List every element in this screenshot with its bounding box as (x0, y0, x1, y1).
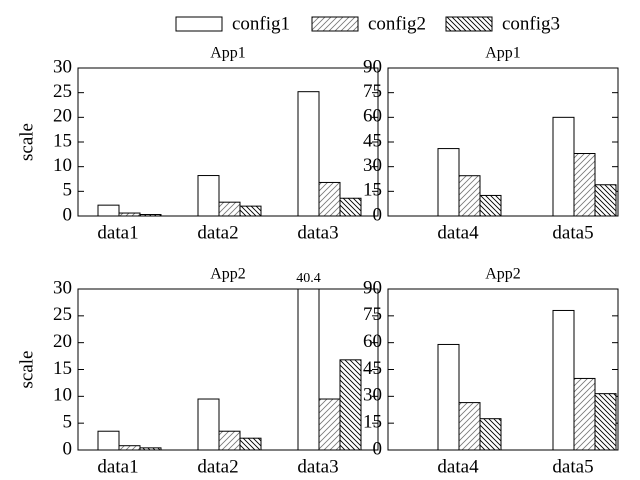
y-tick-label: 15 (363, 180, 382, 201)
chart-title: App1 (485, 45, 521, 62)
bar (479, 194, 502, 216)
y-tick-label: 0 (63, 204, 73, 225)
legend-swatch (311, 16, 359, 32)
bar (594, 184, 617, 216)
y-tick-label: 30 (363, 155, 382, 176)
plot-frame (387, 67, 619, 217)
bar (573, 153, 596, 216)
y-tick-label: 0 (373, 204, 383, 225)
bar (239, 205, 262, 216)
bar (218, 430, 241, 450)
bar (218, 201, 241, 216)
bar (437, 343, 460, 450)
y-tick-label: 15 (53, 130, 72, 151)
bar (197, 398, 220, 450)
y-tick-label: 5 (63, 180, 73, 201)
y-tick-label: 5 (63, 412, 73, 433)
y-tick-label: 15 (363, 412, 382, 433)
y-tick-label: 30 (363, 385, 382, 406)
y-tick-label: 75 (363, 81, 382, 102)
plot-frame (77, 288, 379, 451)
x-tick-label: data1 (97, 456, 138, 477)
y-tick-label: 25 (53, 81, 72, 102)
bar (339, 359, 362, 450)
y-tick-label: 60 (363, 331, 382, 352)
y-tick-label: 25 (53, 304, 72, 325)
legend-label: config3 (502, 13, 560, 34)
y-tick-label: 20 (53, 106, 72, 127)
chart-title: App2 (485, 266, 521, 283)
bar (118, 445, 141, 450)
x-tick-label: data3 (297, 222, 338, 243)
bar (458, 175, 481, 216)
bar (594, 393, 617, 450)
y-tick-label: 60 (363, 106, 382, 127)
plot-frame (387, 288, 619, 451)
y-tick-label: 15 (53, 358, 72, 379)
bar (239, 437, 262, 450)
y-tick-label: 90 (363, 277, 382, 298)
x-tick-label: data4 (437, 456, 479, 477)
bar (297, 289, 320, 450)
bar (437, 148, 460, 216)
legend-swatch (175, 16, 223, 32)
bar (318, 181, 341, 216)
y-tick-label: 20 (53, 331, 72, 352)
bar (197, 175, 220, 216)
bar (318, 398, 341, 450)
chart-title: App1 (210, 45, 246, 62)
legend-label: config1 (232, 13, 290, 34)
bar (97, 430, 120, 450)
y-tick-label: 90 (363, 56, 382, 77)
y-tick-label: 45 (363, 358, 382, 379)
bar (297, 91, 320, 216)
bar (97, 204, 120, 216)
y-tick-label: 45 (363, 130, 382, 151)
x-tick-label: data2 (197, 456, 238, 477)
x-tick-label: data1 (97, 222, 138, 243)
legend-swatch (445, 16, 493, 32)
x-tick-label: data3 (297, 456, 338, 477)
y-tick-label: 0 (373, 438, 383, 459)
chart-title: App2 (210, 266, 246, 283)
bar (479, 418, 502, 450)
y-tick-label: 30 (53, 56, 72, 77)
y-tick-label: 30 (53, 277, 72, 298)
x-tick-label: data2 (197, 222, 238, 243)
bar (573, 377, 596, 450)
y-tick-label: 0 (63, 438, 73, 459)
x-tick-label: data5 (552, 456, 593, 477)
legend-label: config2 (368, 13, 426, 34)
plot-frame (77, 67, 379, 217)
bar (139, 214, 162, 216)
bar (552, 116, 575, 216)
bar (339, 197, 362, 216)
bar (552, 309, 575, 450)
x-tick-label: data4 (437, 222, 479, 243)
y-axis-label: scale (16, 123, 37, 161)
bar (458, 402, 481, 450)
x-tick-label: data5 (552, 222, 593, 243)
y-axis-label: scale (16, 351, 37, 389)
y-tick-label: 75 (363, 304, 382, 325)
y-tick-label: 10 (53, 155, 72, 176)
y-tick-label: 10 (53, 385, 72, 406)
value-label: 40.4 (296, 271, 321, 286)
